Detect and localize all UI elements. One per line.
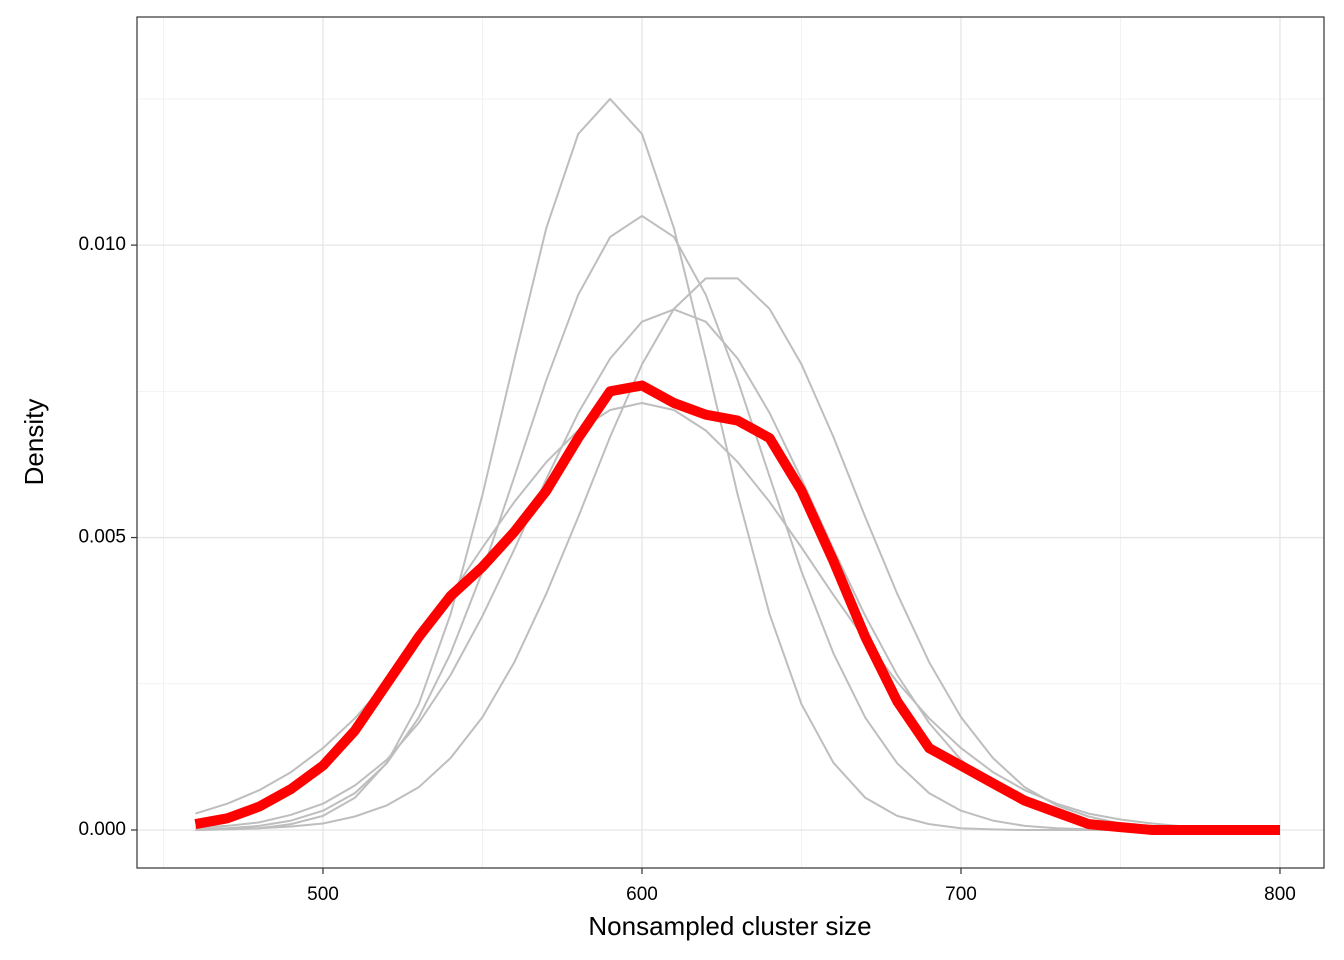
panel-border [136,16,1325,869]
y-tick-label: 0.010 [78,234,126,255]
plot-area [137,17,1324,868]
density-line [194,380,1280,835]
x-tick-label: 800 [1264,884,1296,905]
density-line [195,277,1280,831]
x-tick-label: 600 [626,884,658,905]
y-tick-label: 0.000 [78,819,126,840]
y-axis-title: Density [19,399,49,486]
x-tick-label: 500 [307,884,339,905]
x-axis-title: Nonsampled cluster size [588,911,871,941]
y-tick-label: 0.005 [78,527,126,548]
x-tick-label: 700 [945,884,977,905]
